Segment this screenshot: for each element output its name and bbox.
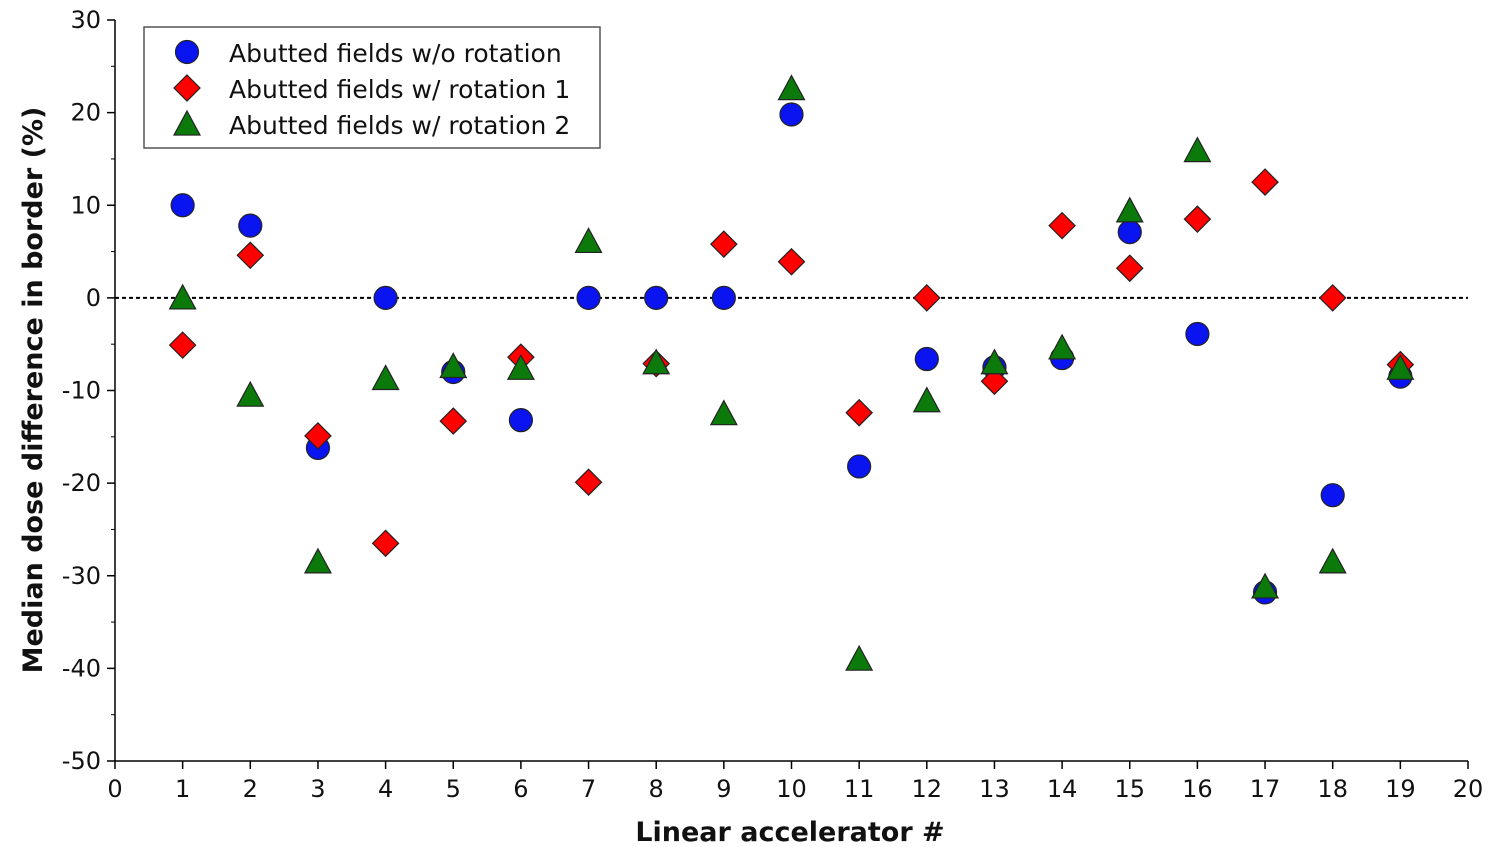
data-point-series-2 [236, 241, 265, 270]
x-tick-label: 1 [175, 775, 190, 803]
data-point-series-1 [508, 408, 534, 433]
data-point-series-1 [914, 346, 939, 372]
x-tick-label: 18 [1317, 775, 1348, 803]
data-point-series-3 [168, 283, 197, 310]
data-point-series-3 [912, 386, 941, 413]
data-point-series-2 [980, 367, 1009, 396]
data-point-series-2 [1251, 168, 1279, 196]
y-tick-label: -40 [62, 654, 101, 682]
data-point-series-3 [1115, 196, 1144, 223]
data-point-series-2 [168, 331, 197, 359]
x-tick-label: 16 [1182, 775, 1213, 803]
data-point-series-2 [845, 398, 873, 427]
x-tick-label: 12 [912, 775, 943, 803]
data-point-series-1 [711, 285, 736, 310]
data-point-series-2 [304, 422, 332, 450]
x-tick-label: 6 [513, 775, 528, 803]
legend-markers [172, 39, 202, 136]
data-point-series-2 [371, 529, 400, 558]
data-point-series-2 [439, 407, 468, 435]
data-point-series-1 [238, 213, 263, 238]
x-tick-label: 7 [581, 775, 596, 803]
data-point-series-3 [777, 74, 806, 101]
data-point-series-2 [1048, 211, 1076, 240]
data-point-series-2 [574, 468, 603, 497]
x-tick-label: 14 [1047, 775, 1078, 803]
y-axis-title: Median dose difference in border (%) [18, 107, 49, 674]
ticks: 0 1 2 3 4 5 6 7 8 9 10 11 12 13 14 15 16 17 18 19 20-50-40-3… [62, 6, 1483, 803]
legend-marker-series-1 [174, 39, 200, 65]
x-tick-label: 9 [716, 775, 731, 803]
x-tick-label: 11 [844, 775, 875, 803]
data-point-series-3 [236, 380, 265, 407]
y-tick-label: 10 [70, 191, 101, 219]
data-points [168, 74, 1415, 671]
y-tick-label: 0 [86, 284, 101, 312]
data-point-series-3 [1048, 333, 1077, 360]
data-point-series-2 [1115, 254, 1144, 283]
data-point-series-2 [777, 247, 806, 276]
legend-label-series-1: Abutted fields w/o rotation [229, 39, 562, 68]
y-tick-label: 20 [70, 99, 101, 127]
data-point-series-1 [1320, 483, 1345, 508]
data-point-series-3 [980, 348, 1009, 375]
y-tick-label: -10 [62, 377, 101, 405]
y-tick-label: -30 [62, 562, 101, 590]
data-point-series-3 [1183, 136, 1212, 163]
legend-box [143, 26, 601, 149]
data-point-series-3 [1318, 547, 1347, 574]
x-tick-label: 13 [979, 775, 1010, 803]
x-tick-label: 10 [776, 775, 807, 803]
x-tick-label: 5 [446, 775, 461, 803]
data-point-series-1 [170, 193, 195, 218]
x-tick-label: 19 [1385, 775, 1416, 803]
data-point-series-3 [709, 399, 738, 426]
x-tick-label: 0 [107, 775, 122, 803]
y-tick-label: -50 [62, 747, 101, 775]
x-tick-label: 8 [649, 775, 664, 803]
data-point-series-2 [710, 230, 738, 259]
data-point-series-3 [303, 547, 332, 574]
x-tick-label: 20 [1453, 775, 1484, 803]
data-point-series-1 [779, 102, 804, 127]
data-point-series-3 [1251, 572, 1280, 599]
x-tick-label: 2 [243, 775, 258, 803]
legend-marker-series-2 [173, 74, 201, 102]
data-point-series-3 [371, 364, 400, 391]
data-point-series-1 [644, 285, 669, 310]
data-point-series-2 [1318, 284, 1347, 312]
data-point-series-1 [576, 285, 601, 310]
x-tick-label: 17 [1250, 775, 1281, 803]
legend-label-series-2: Abutted fields w/ rotation 1 [229, 75, 570, 104]
data-point-series-1 [1117, 220, 1142, 245]
data-point-series-3 [506, 354, 535, 380]
legend: Abutted fields w/o rotation Abutted fiel… [143, 26, 601, 149]
data-point-series-3 [642, 348, 671, 375]
x-tick-label: 4 [378, 775, 393, 803]
y-tick-label: 30 [70, 6, 101, 34]
data-point-series-3 [574, 227, 603, 254]
data-point-series-2 [912, 284, 941, 312]
data-point-series-3 [845, 644, 874, 671]
data-point-series-1 [1185, 321, 1210, 347]
x-tick-label: 15 [1114, 775, 1145, 803]
y-tick-label: -20 [62, 469, 101, 497]
legend-marker-series-3 [172, 109, 202, 136]
x-tick-label: 3 [310, 775, 325, 803]
data-point-series-1 [373, 285, 398, 310]
data-point-series-3 [439, 352, 468, 379]
x-axis-title: Linear accelerator # [635, 817, 944, 847]
data-point-series-3 [1386, 354, 1415, 380]
data-point-series-1 [847, 454, 872, 479]
legend-label-series-3: Abutted fields w/ rotation 2 [229, 111, 570, 140]
data-point-series-2 [1183, 205, 1212, 233]
